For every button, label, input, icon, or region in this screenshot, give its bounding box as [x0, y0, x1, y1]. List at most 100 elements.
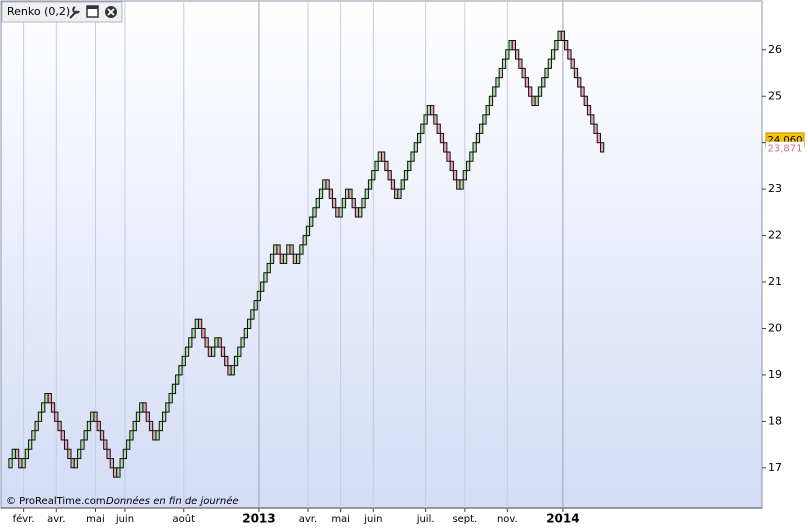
up-brick	[188, 337, 193, 348]
up-brick	[211, 346, 216, 357]
up-brick	[462, 170, 467, 181]
x-tick-label: mai	[86, 514, 105, 525]
up-brick	[400, 179, 405, 190]
up-brick	[155, 430, 160, 441]
up-brick	[371, 170, 376, 181]
down-brick	[331, 197, 337, 209]
up-brick	[472, 142, 477, 153]
down-brick	[521, 67, 526, 79]
up-brick	[485, 105, 490, 116]
down-brick	[577, 77, 582, 88]
up-brick	[168, 393, 173, 404]
down-brick	[449, 160, 454, 172]
up-brick	[86, 420, 92, 432]
up-brick	[469, 151, 474, 162]
up-brick	[465, 160, 471, 172]
down-brick	[99, 430, 105, 441]
down-brick	[439, 132, 445, 144]
up-brick	[178, 365, 183, 376]
down-brick	[390, 179, 396, 190]
down-brick	[567, 49, 572, 60]
down-brick	[570, 58, 575, 69]
down-brick	[443, 142, 448, 153]
up-brick	[534, 95, 539, 107]
window-icon[interactable]	[86, 5, 99, 18]
down-brick	[518, 58, 523, 69]
down-brick	[148, 420, 154, 432]
down-brick	[564, 40, 569, 51]
x-tick-label: 2013	[242, 512, 275, 526]
down-brick	[381, 151, 386, 162]
x-tick-label: mai	[331, 514, 350, 525]
down-brick	[524, 77, 530, 88]
up-brick	[119, 458, 124, 469]
up-brick	[358, 207, 363, 218]
up-brick	[77, 448, 82, 460]
up-brick	[260, 281, 265, 292]
up-brick	[302, 235, 307, 246]
down-brick	[328, 188, 333, 199]
indicator-title: Renko (0,2)	[7, 5, 70, 18]
down-brick	[596, 132, 601, 144]
up-brick	[73, 458, 79, 469]
up-brick	[129, 430, 134, 441]
up-brick	[135, 411, 141, 422]
x-tick-label: avr.	[299, 514, 317, 525]
down-brick	[106, 448, 111, 460]
settings-icon[interactable]	[69, 6, 80, 19]
down-brick	[590, 114, 595, 125]
x-tick-label: sept.	[452, 514, 477, 525]
x-tick-label: juil.	[416, 514, 435, 525]
up-brick	[256, 290, 262, 302]
down-brick	[580, 86, 585, 97]
y-tick-label: 23	[768, 182, 782, 195]
up-brick	[24, 448, 30, 460]
up-brick	[158, 420, 164, 432]
up-brick	[80, 439, 85, 450]
up-brick	[184, 346, 190, 357]
down-brick	[348, 188, 353, 199]
up-brick	[423, 114, 428, 125]
down-brick	[201, 327, 206, 339]
up-brick	[318, 188, 324, 199]
y-tick-label: 22	[768, 229, 782, 242]
down-brick	[14, 448, 20, 460]
up-brick	[126, 439, 131, 450]
close-icon[interactable]	[105, 6, 117, 18]
up-brick	[374, 160, 379, 172]
down-brick	[573, 67, 579, 79]
up-brick	[488, 95, 494, 107]
price-tag	[766, 141, 804, 156]
up-brick	[296, 253, 301, 264]
down-brick	[511, 40, 517, 51]
down-brick	[528, 86, 533, 97]
down-brick	[560, 30, 566, 42]
down-brick	[96, 420, 101, 432]
up-brick	[315, 197, 320, 209]
up-brick	[37, 411, 43, 422]
down-brick	[63, 439, 69, 450]
down-brick	[50, 402, 56, 413]
down-brick	[67, 448, 72, 460]
up-brick	[541, 77, 546, 88]
x-tick-label: juin	[115, 514, 134, 525]
up-brick	[266, 262, 271, 274]
y-tick-label: 19	[768, 368, 782, 381]
y-tick-label: 20	[768, 321, 782, 334]
x-tick-label: nov.	[497, 514, 518, 525]
up-brick	[246, 318, 252, 329]
up-brick	[479, 123, 484, 134]
up-brick	[482, 114, 487, 125]
down-brick	[599, 142, 605, 153]
price-label: 23,871	[768, 144, 803, 155]
up-brick	[338, 207, 343, 218]
up-brick	[312, 207, 317, 218]
up-brick	[253, 300, 258, 311]
down-brick	[433, 114, 438, 125]
down-brick	[224, 355, 229, 367]
x-tick-label: 2014	[546, 512, 579, 526]
up-brick	[175, 374, 180, 385]
up-brick	[309, 216, 314, 227]
up-brick	[367, 179, 373, 190]
x-tick-label: févr.	[13, 513, 35, 525]
